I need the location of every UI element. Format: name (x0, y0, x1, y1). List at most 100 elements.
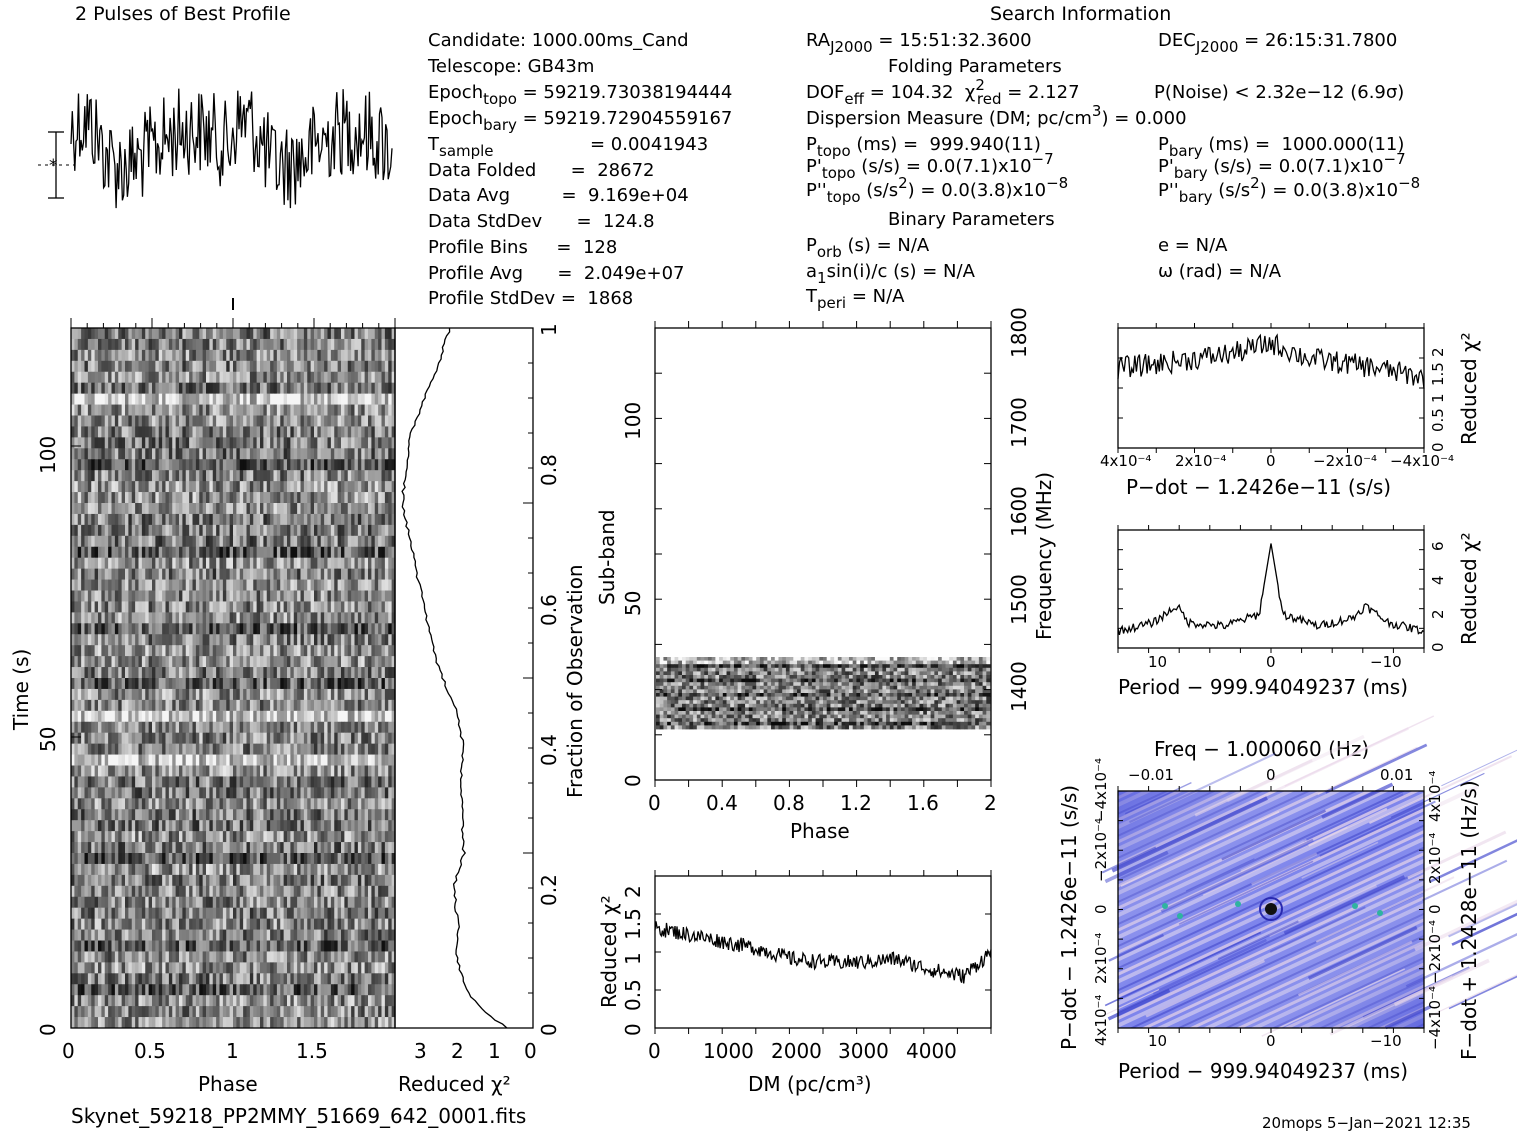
time-phase-cell (273, 809, 278, 821)
time-phase-cell (276, 470, 281, 482)
time-phase-cell (256, 710, 261, 723)
time-phase-cell (371, 678, 376, 690)
time-phase-cell (270, 710, 274, 723)
time-phase-cell (347, 743, 352, 755)
time-phase-cell (128, 349, 133, 362)
time-phase-cell (361, 732, 366, 745)
time-phase-cell (263, 338, 268, 351)
time-phase-cell (108, 470, 112, 482)
time-phase-cell (351, 426, 355, 438)
time-phase-cell (347, 503, 352, 515)
time-phase-cell (374, 503, 379, 515)
time-phase-cell (141, 328, 146, 340)
time-phase-cell (222, 798, 227, 810)
time-phase-cell (300, 535, 305, 548)
time-phase-cell (192, 601, 197, 613)
time-phase-cell (145, 787, 150, 799)
time-phase-cell (290, 699, 295, 712)
time-phase-cell (337, 524, 342, 537)
time-phase-cell (341, 557, 345, 570)
time-phase-cell (283, 765, 288, 777)
time-phase-cell (84, 732, 89, 745)
time-phase-cell (378, 863, 382, 876)
time-phase-cell (287, 535, 291, 548)
time-phase-cell (226, 448, 231, 460)
time-phase-cell (145, 863, 150, 876)
time-phase-cell (192, 557, 197, 570)
time-phase-cell (152, 437, 156, 449)
time-phase-cell (158, 513, 163, 526)
time-phase-cell (374, 360, 379, 373)
time-phase-cell (249, 349, 254, 362)
time-phase-cell (141, 371, 146, 384)
time-phase-cell (378, 590, 382, 602)
time-phase-cell (283, 382, 288, 395)
time-phase-cell (128, 831, 133, 843)
time-phase-cell (334, 535, 339, 548)
time-phase-cell (185, 754, 190, 766)
time-phase-cell (320, 360, 325, 373)
time-phase-cell (91, 863, 96, 876)
time-phase-cell (118, 612, 123, 624)
time-phase-cell (219, 863, 224, 876)
time-phase-cell (209, 623, 214, 635)
time-phase-cell (118, 568, 123, 580)
time-phase-cell (293, 776, 298, 788)
time-phase-cell (162, 623, 166, 635)
time-phase-cell (378, 645, 382, 657)
time-phase-cell (206, 448, 210, 460)
time-phase-cell (71, 503, 75, 515)
time-phase-cell (155, 710, 160, 723)
time-phase-cell (314, 448, 318, 460)
time-phase-cell (368, 557, 372, 570)
time-phase-cell (101, 557, 106, 570)
time-phase-cell (303, 404, 308, 416)
time-phase-cell (81, 393, 85, 405)
time-phase-cell (155, 623, 160, 635)
time-phase-cell (135, 623, 139, 635)
time-phase-cell (98, 754, 102, 766)
time-phase-cell (368, 393, 372, 405)
time-phase-cell (280, 874, 285, 887)
time-phase-cell (91, 667, 96, 679)
time-phase-cell (121, 426, 126, 438)
time-phase-cell (118, 732, 123, 745)
time-phase-cell (260, 699, 264, 712)
time-phase-cell (246, 732, 251, 745)
time-phase-cell (216, 338, 220, 351)
time-phase-cell (317, 842, 322, 854)
time-phase-cell (300, 579, 305, 591)
time-phase-cell (219, 404, 224, 416)
time-phase-cell (303, 470, 308, 482)
time-phase-cell (371, 831, 376, 843)
time-phase-cell (310, 470, 315, 482)
time-phase-cell (158, 820, 163, 832)
time-phase-cell (155, 535, 160, 548)
time-phase-cell (253, 645, 258, 657)
time-phase-cell (87, 798, 92, 810)
time-phase-cell (280, 743, 285, 755)
time-phase-cell (266, 349, 271, 362)
time-phase-cell (145, 481, 150, 493)
time-phase-cell (287, 732, 291, 745)
pnoise-line: P(Noise) < 2.32e−12 (6.9σ) (1154, 82, 1404, 103)
time-phase-cell (179, 743, 183, 755)
time-phase-cell (276, 787, 281, 799)
time-phase-cell (192, 820, 197, 832)
time-phase-cell (141, 437, 146, 449)
time-phase-cell (71, 568, 75, 580)
time-phase-cell (104, 667, 109, 679)
time-phase-cell (175, 842, 180, 854)
time-phase-cell (195, 798, 200, 810)
time-phase-cell (361, 765, 366, 777)
time-phase-cell (229, 382, 234, 395)
time-phase-cell (357, 382, 362, 395)
time-phase-cell (260, 415, 264, 427)
time-phase-cell (310, 568, 315, 580)
time-phase-cell (158, 656, 163, 668)
time-phase-cell (77, 568, 82, 580)
time-phase-cell (266, 842, 271, 854)
time-phase-cell (162, 426, 166, 438)
time-phase-cell (249, 382, 254, 395)
time-phase-cell (182, 579, 187, 591)
